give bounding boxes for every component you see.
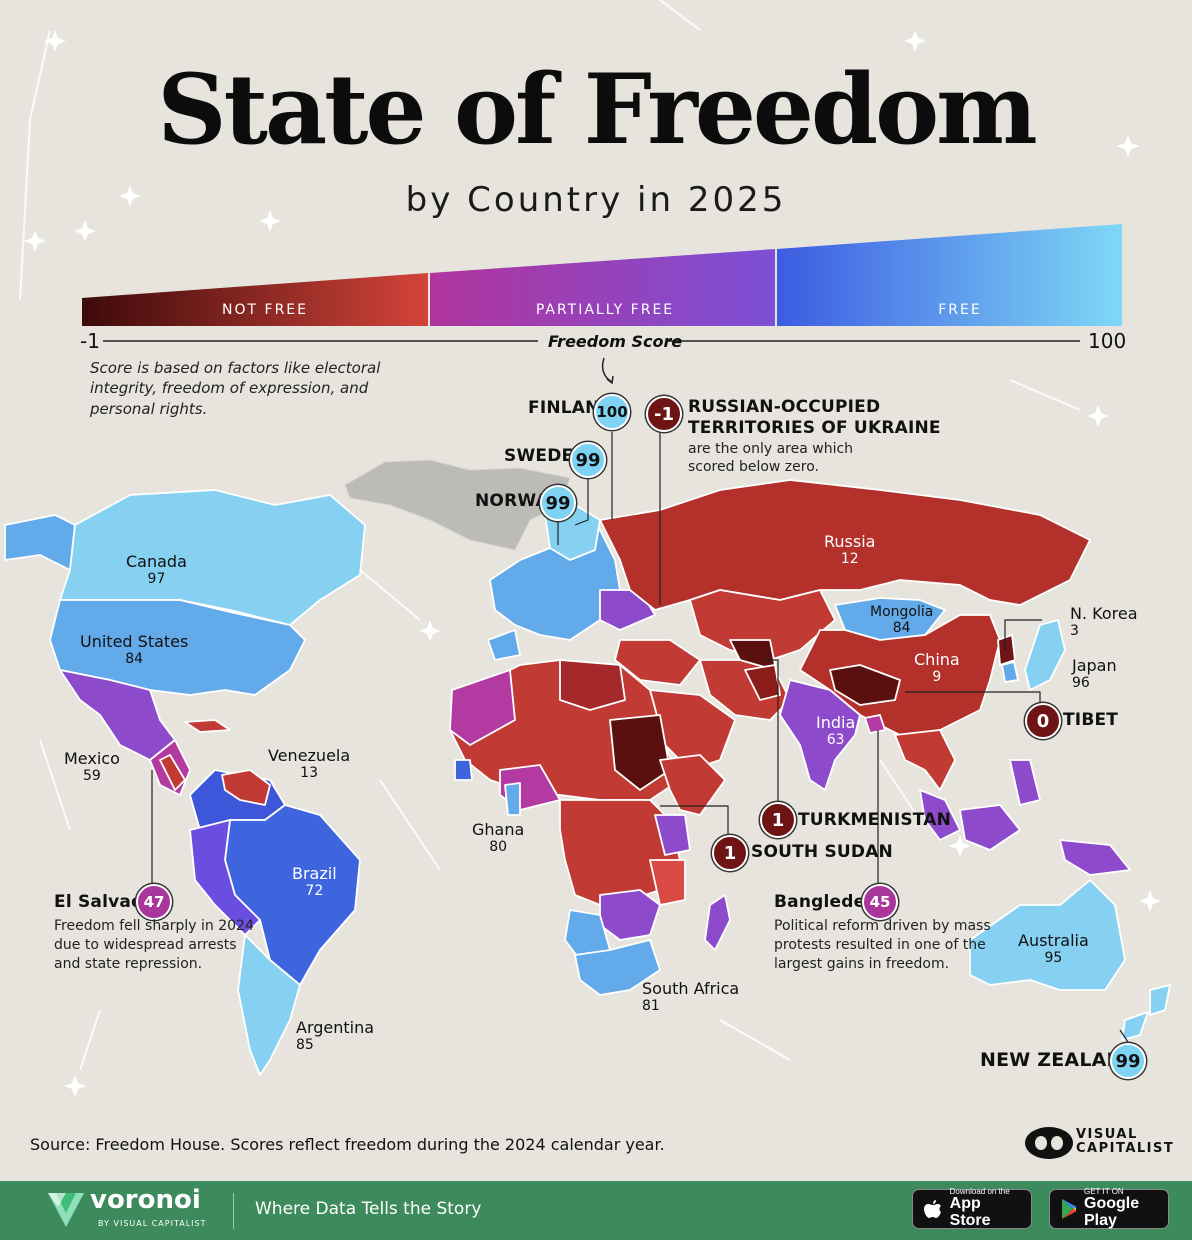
canada-label: Canada 97: [126, 552, 187, 588]
google-play-icon: [1062, 1199, 1076, 1219]
bangladesh-note-line3: largest gains in freedom.: [774, 956, 950, 972]
tibet-label: TIBET: [1063, 710, 1119, 730]
visual-capitalist-logo-icon: [1025, 1127, 1073, 1159]
argentina-label: Argentina 85: [296, 1018, 375, 1054]
venezuela-label: Venezuela 13: [268, 746, 351, 782]
new-zealand-score-badge: 99: [1110, 1043, 1146, 1079]
tibet-score-badge: 0: [1025, 703, 1061, 739]
legend-max: 100: [1088, 329, 1127, 353]
ukraine-label-line1: RUSSIAN-OCCUPIED: [688, 397, 881, 417]
sweden-score-badge: 99: [570, 442, 606, 478]
el-salvador-score-badge: 47: [136, 884, 172, 920]
south-sudan-label: SOUTH SUDAN: [751, 842, 893, 862]
star-icon: [24, 30, 1161, 1097]
china-label: China 9: [914, 650, 960, 686]
footer-divider: [233, 1193, 234, 1229]
apple-icon: [924, 1200, 941, 1218]
brazil-label: Brazil 72: [292, 864, 337, 900]
freedom-score-legend: [82, 224, 1122, 385]
el-salvador-note-line2: due to widespread arrests: [54, 937, 237, 953]
norway-score-badge: 99: [540, 485, 576, 521]
legend-category-not-free: NOT FREE: [222, 302, 308, 318]
page-title: State of Freedom: [157, 53, 1037, 166]
mexico-label: Mexico 59: [64, 749, 120, 785]
legend-min: -1: [80, 329, 100, 353]
visual-capitalist-wordmark: VISUAL CAPITALIST: [1076, 1127, 1175, 1157]
voronoi-wordmark: voronoi: [90, 1185, 201, 1215]
bangladesh-note-line1: Political reform driven by mass: [774, 918, 991, 934]
united-states-label: United States 84: [80, 632, 189, 668]
norway-label: NORWAY: [475, 491, 560, 511]
legend-category-partially-free: PARTIALLY FREE: [535, 302, 675, 318]
bangladesh-score-badge: 45: [862, 884, 898, 920]
ukraine-note-line2: scored below zero.: [688, 459, 819, 475]
bangladesh-label: Bangledesh: [774, 892, 888, 912]
el-salvador-note-line1: Freedom fell sharply in 2024: [54, 918, 254, 934]
el-salvador-note-line3: and state repression.: [54, 956, 203, 972]
app-store-button[interactable]: Download on the App Store: [912, 1188, 1032, 1229]
turkmenistan-label: TURKMENISTAN: [798, 810, 952, 830]
south-africa-label: South Africa 81: [642, 979, 740, 1015]
sweden-label: SWEDEN: [504, 446, 588, 466]
australia-label: Australia 95: [1018, 931, 1089, 967]
india-label: India 63: [816, 713, 856, 749]
legend-category-free: FREE: [938, 302, 982, 318]
bangladesh-note-line2: protests resulted in one of the: [774, 937, 986, 953]
russia-label: Russia 12: [824, 532, 876, 568]
japan-label: Japan 96: [1072, 656, 1117, 692]
finland-label: FINLAND: [528, 398, 614, 418]
legend-description: Score is based on factors like electoral…: [90, 359, 381, 418]
ghana-label: Ghana 80: [472, 820, 525, 856]
south-sudan-score-badge: 1: [712, 835, 748, 871]
ukraine-label-line2: TERRITORIES OF UKRAINE: [688, 418, 941, 438]
ukraine-score-badge: -1: [646, 396, 682, 432]
legend-axis-title: Freedom Score: [548, 332, 683, 351]
voronoi-tagline: Where Data Tells the Story: [255, 1199, 482, 1219]
voronoi-logo-icon: [48, 1193, 84, 1227]
google-play-button[interactable]: GET IT ON Google Play: [1049, 1188, 1169, 1229]
new-zealand-label: NEW ZEALAND: [980, 1049, 1139, 1071]
voronoi-subtitle: BY VISUAL CAPITALIST: [98, 1219, 207, 1228]
north-korea-label: N. Korea 3: [1070, 604, 1138, 640]
world-map: [4, 479, 1171, 1076]
finland-score-badge: 100: [594, 394, 630, 430]
source-note: Source: Freedom House. Scores reflect fr…: [30, 1135, 665, 1154]
turkmenistan-score-badge: 1: [760, 802, 796, 838]
ukraine-note-line1: are the only area which: [688, 441, 854, 457]
page-subtitle: by Country in 2025: [405, 180, 787, 220]
mongolia-label: Mongolia 84: [870, 604, 934, 637]
